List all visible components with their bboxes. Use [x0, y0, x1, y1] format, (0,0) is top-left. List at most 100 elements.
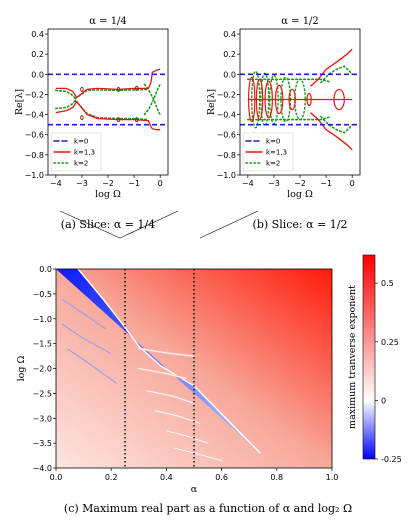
y-tick-label: −2.5	[33, 389, 52, 398]
panel-b-title: α = 1/2	[281, 16, 319, 27]
connector-a-left	[59, 210, 121, 239]
heatmap-negative-region	[56, 269, 261, 454]
legend-k0-label: k=0	[74, 138, 88, 146]
legend-k2-label: k=2	[74, 160, 88, 168]
panel-a-title: α = 1/4	[89, 16, 127, 27]
y-tick-label: −0.6	[217, 131, 236, 140]
legend-box	[242, 132, 294, 172]
k13-loop	[134, 85, 139, 91]
k13-series-line	[55, 87, 78, 98]
y-tick-label: −1.0	[33, 315, 52, 324]
k13-loop	[116, 117, 121, 123]
legend-k13-label: k=1,3	[74, 149, 95, 157]
y-tick-label: −0.2	[25, 90, 44, 99]
heatmap-tongue-edge	[155, 410, 200, 424]
caption-a: (a) Slice: α = 1/4	[61, 218, 155, 231]
k2-series-line	[320, 65, 353, 84]
k13-oval	[333, 88, 345, 111]
panel-a-legend: k=0 k=1,3 k=2	[50, 132, 102, 172]
colorbar-tick-label: -0.25	[381, 455, 402, 464]
x-tick-label: 0.6	[215, 473, 228, 482]
k2-series-line	[320, 115, 353, 134]
k2-series-line	[55, 89, 77, 100]
x-tick-label: 0	[158, 179, 163, 188]
x-tick-label: −2	[294, 179, 306, 188]
k13-series-line	[150, 126, 161, 131]
k13-oval	[306, 92, 312, 107]
panel-c-xlabel: α	[191, 484, 198, 495]
panel-b-legend: k=0 k=1,3 k=2	[242, 132, 294, 172]
k2-series-line	[143, 83, 161, 116]
y-tick-label: −0.2	[217, 90, 236, 99]
panel-c: 0.0 0.2 0.4 0.6 0.8 1.0 0.0 −0.5 −1.0 −1.5 −2.0 −2.…	[16, 254, 402, 495]
y-tick-label: 0.0	[31, 70, 44, 79]
colorbar-label: maximum tranverse exponent	[347, 285, 358, 429]
y-tick-label: −0.4	[25, 111, 44, 120]
panel-a-xlabel: log Ω	[95, 189, 121, 200]
connector-b-left	[199, 210, 259, 239]
k13-loop	[80, 86, 84, 92]
k13-series-line	[150, 68, 161, 83]
x-tick-label: 0.2	[105, 473, 118, 482]
y-tick-label: −2.0	[33, 365, 52, 374]
zero-contour	[77, 269, 261, 454]
k13-oval	[264, 80, 273, 119]
y-tick-label: −1.0	[217, 171, 236, 180]
y-tick-label: −0.8	[217, 151, 236, 160]
k2-series-line	[74, 99, 148, 121]
k13-oval	[288, 88, 296, 111]
heatmap-filament	[66, 348, 118, 384]
y-tick-label: 0.4	[31, 30, 44, 39]
k13-oval	[248, 76, 256, 123]
panel-b-xlabel: log Ω	[287, 189, 313, 200]
x-tick-label: 0.0	[50, 473, 63, 482]
legend-box	[50, 132, 102, 172]
k13-series-line	[55, 101, 78, 114]
x-tick-label: −3	[268, 179, 280, 188]
y-tick-label: −1.0	[25, 171, 44, 180]
legend-k2-label: k=2	[266, 160, 280, 168]
y-tick-label: −0.5	[33, 290, 52, 299]
y-tick-label: −3.5	[33, 439, 52, 448]
panel-a-ylabel: Re[λ]	[14, 89, 25, 115]
connector-a-right	[119, 210, 179, 239]
legend-k0-label: k=0	[266, 138, 280, 146]
panel-b-ylabel: Re[λ]	[206, 89, 217, 115]
heatmap-tongue-edge	[138, 368, 187, 379]
x-tick-label: 1.0	[326, 473, 339, 482]
k13-loop	[116, 86, 121, 92]
heatmap-filament	[61, 298, 107, 330]
x-tick-label: 0.8	[270, 473, 283, 482]
colorbar-tick-label: 0	[381, 396, 386, 405]
x-tick-label: 0.4	[160, 473, 173, 482]
caption-b: (b) Slice: α = 1/2	[253, 218, 348, 231]
heatmap-tongue-edge	[166, 430, 209, 444]
x-tick-label: −4	[50, 179, 62, 188]
panel-c-ylabel: log Ω	[16, 356, 27, 382]
colorbar-tick-label: 0.5	[381, 279, 394, 288]
colorbar	[362, 254, 376, 460]
k13-series-line	[76, 101, 152, 127]
x-tick-label: −1	[128, 179, 140, 188]
k13-series-line	[76, 82, 152, 99]
k13-oval	[255, 78, 264, 121]
heatmap-filament	[61, 323, 112, 355]
y-tick-label: −3.0	[33, 414, 52, 423]
k13-series-line	[309, 112, 353, 151]
k13-loop	[134, 117, 139, 123]
heatmap-tongue-edge	[146, 390, 195, 404]
y-tick-label: −0.6	[25, 131, 44, 140]
k13-series-line	[309, 48, 353, 87]
x-tick-label: −3	[76, 179, 88, 188]
panel-a: α = 1/4 −4 −3 −2 −1 0 0.4 0.2 0.0 −0.2 −0.4 −0.6 −0…	[14, 16, 169, 200]
legend-k13-label: k=1,3	[266, 149, 287, 157]
k2-series-line	[55, 99, 77, 110]
panel-b: α = 1/2 −4 −3 −2 −1 0 0.4 0.2 0.0 −0.2 −0.4 −0.6 −0…	[206, 16, 361, 200]
heatmap-tongue-edge	[138, 348, 195, 357]
y-tick-label: −1.5	[33, 340, 52, 349]
x-tick-label: −4	[242, 179, 254, 188]
k13-oval	[274, 84, 284, 115]
x-tick-label: −1	[320, 179, 332, 188]
y-tick-label: −0.8	[25, 151, 44, 160]
